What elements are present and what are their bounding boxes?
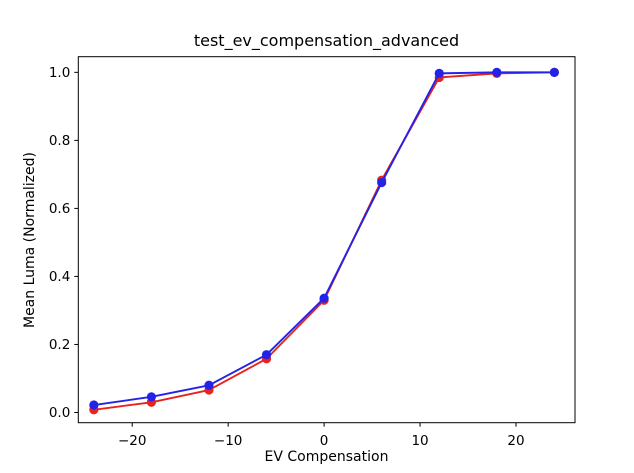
blue-series-marker [377,177,387,188]
chart-title: test_ev_compensation_advanced [193,31,460,50]
y-tick-label: 1.0 [49,65,70,81]
y-tick-label: 0.8 [49,133,70,149]
blue-series-marker [89,400,99,410]
x-tick-label: −20 [118,433,147,449]
y-tick-label: 0.6 [49,201,70,217]
blue-series-marker [204,380,214,390]
x-tick-label: 10 [411,433,428,449]
x-axis-label: EV Compensation [264,449,389,465]
y-tick-label: 0.4 [49,269,70,285]
blue-series-marker [434,68,444,78]
red-series-line [93,71,555,411]
axes-frame [77,56,576,424]
blue-series-marker [492,67,502,77]
y-tick-label: 0.2 [49,337,70,353]
y-tick-label: 0.0 [49,405,70,421]
blue-series-marker [319,293,329,303]
blue-series-marker [549,67,559,77]
blue-series-marker [146,392,157,402]
blue-series-line [93,71,555,406]
x-tick-label: 20 [507,433,524,449]
x-tick-label: 0 [320,433,329,449]
blue-series-marker [261,350,272,360]
x-tick-label: −10 [214,433,243,449]
